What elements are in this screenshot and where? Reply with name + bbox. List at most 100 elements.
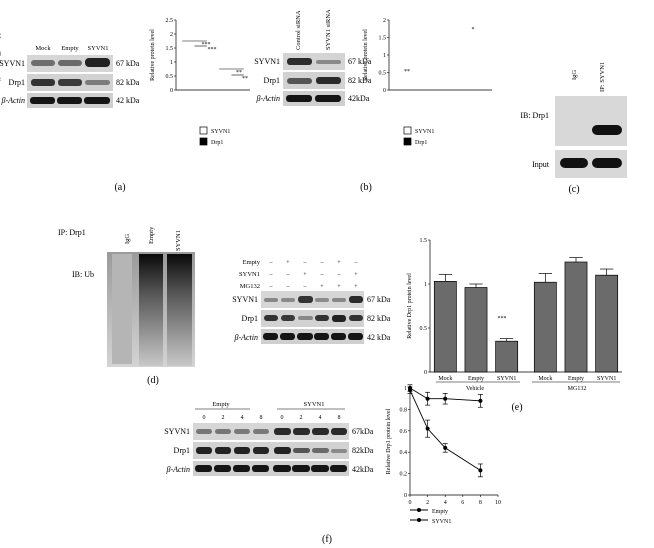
e-bar-3 (533, 281, 557, 373)
b-row-actin: β-Actin (255, 94, 280, 103)
e-xlabel-1: Empty (468, 376, 484, 382)
e-ylabel: Relative Drp1 protein level (407, 273, 413, 339)
e-blot (261, 291, 364, 344)
b-ytick-label-0: 0 (383, 88, 386, 94)
b-xlabel-0: Control siRNA (0, 0, 1, 2)
chart-a: 0 0.5 1 1.5 2 2.5 Relative protein level Mock Em… (0, 18, 250, 146)
a-legend-label-0: SYVN1 (211, 129, 230, 135)
b-xlabel-3: SYVN1 siRNA (0, 0, 1, 2)
e-mark-0-2: – (303, 260, 308, 266)
f-ytick-label-2: 0.4 (400, 450, 408, 456)
e-xlabel-2: SYVN1 (497, 376, 516, 382)
a-ytick-label-0: 0 (170, 88, 173, 94)
chart-b: 0 0.5 1 1.5 2 Relative protein level Control s… (0, 0, 492, 146)
f-kda-drp1: 82kDa (352, 446, 374, 455)
e-mark-2-4: + (337, 284, 341, 290)
b-legend-label-0: SYVN1 (415, 129, 434, 135)
a-row-actin: β-Actin (0, 96, 25, 105)
f-xtick-label-1: 2 (426, 500, 429, 506)
b-xlabel-2: Control siRNA (0, 0, 1, 2)
e-xlabel-4: Empty (568, 376, 584, 382)
a-legend-swatch-1 (199, 137, 208, 146)
f-panel-label: (f) (322, 534, 332, 545)
f-row-drp1: Drp1 (174, 446, 190, 455)
f-legend-marker-1 (417, 518, 421, 522)
chart-e: 0 0.5 1 1.5 Relative Drp1 protein level Mock E… (407, 238, 622, 383)
panel-a: Mock Empty SYVN1 SYVN1 Drp1 β-Actin 67 k… (0, 18, 250, 193)
a-kda-drp1: 82 kDa (116, 78, 140, 87)
e-bar-2 (495, 340, 519, 373)
f-ytick-label-3: 0.6 (400, 429, 408, 435)
panel-b: Control siRNA SYVN1 siRNA SYVN1 Drp1 β-A… (0, 0, 492, 193)
a-row-drp1: Drp1 (9, 78, 25, 87)
b-sig-2: * (472, 27, 475, 33)
b-blot (283, 53, 345, 106)
f-xtick-label-4: 8 (479, 500, 482, 506)
b-kda-syvn1: 67 kDa (348, 57, 372, 66)
c-blot (555, 96, 627, 178)
d-lane-empty: Empty (148, 226, 155, 244)
a-kda-syvn1: 67 kDa (116, 59, 140, 68)
f-ytick-label-1: 0.2 (400, 472, 408, 478)
f-point-1-2 (443, 445, 448, 450)
e-xlabel-3: Mock (538, 376, 552, 382)
a-ytick-label-3: 1.5 (166, 46, 174, 52)
f-time-2: 4 (241, 415, 244, 421)
e-kda-syvn1: 67 kDa (367, 295, 391, 304)
a-sig-1: *** (202, 42, 211, 48)
a-lane-empty: Empty (61, 45, 79, 52)
f-kda-actin: 42kDa (352, 465, 374, 474)
e-panel-label: (e) (511, 402, 522, 413)
c-lane-igg: IgG (571, 70, 578, 80)
f-xtick-label-5: 10 (495, 500, 501, 506)
f-series-line-1 (409, 389, 481, 471)
b-kda-drp1: 82 kDa (348, 76, 372, 85)
a-panel-label: (a) (114, 182, 125, 193)
e-mark-1-3: – (320, 272, 325, 278)
c-lane-ip-syvn1: IP: SYVN1 (599, 62, 606, 92)
e-bar-4 (564, 261, 588, 373)
f-ylabel: Relative Drp1 protein level (386, 408, 392, 474)
e-mark-2-2: – (303, 284, 308, 290)
b-sig-1: ** (404, 69, 410, 75)
f-time-4: 0 (281, 415, 284, 421)
b-kda-actin: 42kDa (348, 94, 370, 103)
f-ytick-label-4: 0.8 (400, 407, 408, 413)
panel-d: IP: Drp1 IgG Empty SYVN1 IB: Ub (d) (58, 226, 195, 386)
f-time-0: 0 (203, 415, 206, 421)
e-ytick-label-1: 0.5 (420, 326, 428, 332)
a-legend-swatch-0 (199, 126, 208, 135)
e-mark-1-2: + (303, 272, 307, 278)
e-bar-1 (464, 287, 488, 373)
e-ytick-label-3: 1.5 (420, 238, 428, 244)
b-legend-swatch-1 (403, 137, 412, 146)
e-row-actin: β-Actin (233, 333, 258, 342)
e-ytick-label-0: 0 (424, 370, 427, 376)
a-ytick-label-1: 0.5 (166, 74, 174, 80)
b-lane-control: Control siRNA (295, 10, 302, 50)
panel-c: IgG IP: SYVN1 IB: Drp1 Input (c) (520, 62, 627, 195)
f-blot (193, 423, 349, 476)
e-row-drp1: Drp1 (242, 314, 258, 323)
e-bar-5 (595, 274, 619, 373)
e-mark-2-0: – (269, 284, 274, 290)
b-legend-swatch-0 (403, 126, 412, 135)
a-ytick-label-2: 1 (170, 60, 173, 66)
e-row-syvn1: SYVN1 (232, 295, 258, 304)
c-ib-label: IB: Drp1 (520, 111, 549, 120)
chart-f: 0 0.2 0.4 0.6 0.8 1 Relative Drp1 protein leve… (386, 384, 501, 525)
a-ytick-label-4: 2 (170, 32, 173, 38)
a-lane-mock: Mock (35, 45, 51, 52)
e-mark-1-5: + (354, 272, 358, 278)
e-xlabel-0: Mock (438, 376, 452, 382)
a-sig-3: ** (236, 70, 242, 76)
e-sig-1: *** (498, 316, 507, 322)
a-ylabel: Relative protein level (150, 29, 156, 81)
e-kda-actin: 42 kDa (367, 333, 391, 342)
a-sig-4: ** (242, 76, 248, 82)
f-point-1-0 (408, 388, 412, 393)
e-mark-1-4: – (337, 272, 342, 278)
b-xlabel-1: SYVN1 siRNA (0, 0, 1, 2)
f-group-syvn1: SYVN1 (304, 401, 325, 408)
